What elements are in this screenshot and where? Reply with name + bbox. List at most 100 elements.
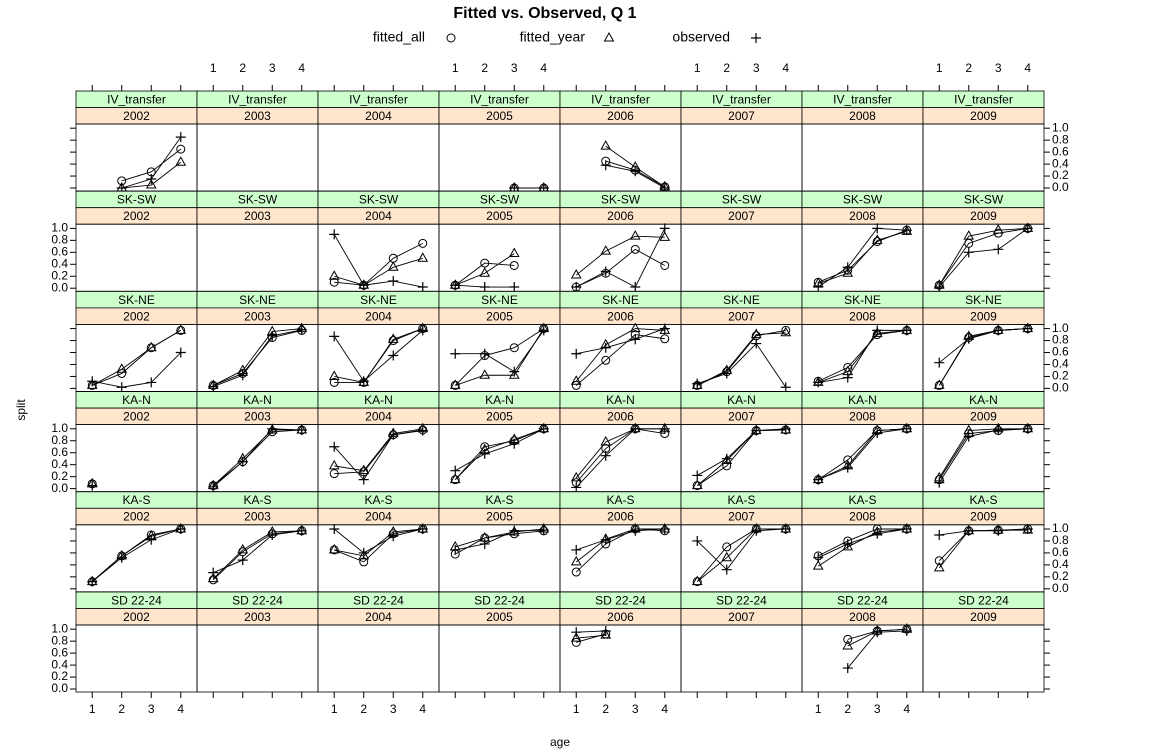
point-triangle <box>721 551 733 562</box>
x-tick-label: 3 <box>148 702 155 716</box>
point-plus <box>296 525 307 536</box>
series-line <box>939 528 1028 536</box>
series-line <box>938 529 1028 569</box>
point-plus <box>813 377 824 388</box>
point-triangle <box>145 341 157 352</box>
strip-region-label: SK-NE <box>965 293 1002 307</box>
y-tick-label: 1.0 <box>1052 521 1069 535</box>
point-triangle <box>417 252 429 262</box>
strip-year-label: 2008 <box>849 209 876 223</box>
strip-year-label: 2004 <box>365 410 392 424</box>
point-plus <box>842 538 853 549</box>
strip-region-label: SK-NE <box>723 293 760 307</box>
point-circle <box>509 343 519 353</box>
strip-year-label: 2005 <box>486 410 513 424</box>
strip-year-label: 2007 <box>728 109 755 123</box>
strip-year-label: 2008 <box>849 610 876 624</box>
panel-frame <box>196 624 319 693</box>
point-plus <box>630 525 641 536</box>
y-tick-label: 0.6 <box>1052 345 1069 359</box>
point-plus <box>479 448 490 459</box>
y-tick-label: 0.0 <box>1052 581 1069 595</box>
strip-region-label: KA-S <box>727 493 755 507</box>
point-plus <box>780 423 791 434</box>
point-plus <box>600 625 611 636</box>
panel-frame <box>438 424 561 493</box>
series-line <box>818 528 907 559</box>
strip-year-label: 2004 <box>365 109 392 123</box>
strip-year-label: 2007 <box>728 309 755 323</box>
strip-year-label: 2003 <box>244 209 271 223</box>
strip-region-label: IV_transfer <box>591 92 650 106</box>
strip-year-label: 2004 <box>365 610 392 624</box>
x-tick-label: 2 <box>723 61 730 75</box>
point-plus <box>630 334 641 345</box>
series-line <box>575 235 665 276</box>
chart-title: Fitted vs. Observed, Q 1 <box>453 5 636 22</box>
y-tick-label: 0.8 <box>51 633 68 647</box>
series-line <box>818 528 907 557</box>
point-circle <box>418 238 428 248</box>
point-plus <box>721 368 732 379</box>
point-plus <box>450 465 461 476</box>
point-plus <box>208 381 219 392</box>
series-line <box>938 227 1028 286</box>
point-circle <box>571 380 581 390</box>
point-plus <box>358 280 369 291</box>
point-plus <box>934 282 945 293</box>
series-line <box>818 329 907 383</box>
strip-year-label: 2006 <box>607 410 634 424</box>
y-tick-label: 0.6 <box>1052 545 1069 559</box>
strip-year-label: 2004 <box>365 209 392 223</box>
y-tick-label: 0.8 <box>1052 132 1069 146</box>
y-tick-label: 0.2 <box>51 669 68 683</box>
series-line <box>818 428 907 481</box>
point-plus <box>296 324 307 335</box>
x-tick-label: 1 <box>89 702 96 716</box>
strip-region-label: IV_transfer <box>228 92 287 106</box>
y-tick-label: 0.0 <box>51 280 68 294</box>
strip-year-label: 2009 <box>970 109 997 123</box>
panel-frame <box>75 223 198 292</box>
panel-frame <box>680 223 803 292</box>
point-plus <box>600 534 611 545</box>
strip-region-label: IV_transfer <box>712 92 771 106</box>
x-tick-label: 2 <box>118 702 125 716</box>
strip-region-label: SK-NE <box>118 293 155 307</box>
point-plus <box>813 282 824 293</box>
y-tick-label: 0.4 <box>51 457 68 471</box>
x-tick-label: 4 <box>177 702 184 716</box>
point-plus <box>538 525 549 536</box>
point-triangle <box>449 379 461 389</box>
y-tick-label: 0.6 <box>1052 144 1069 158</box>
point-plus <box>479 538 490 549</box>
point-plus <box>538 325 549 336</box>
strip-year-label: 2004 <box>365 510 392 524</box>
point-plus <box>659 223 670 234</box>
strip-region-label: SK-NE <box>239 293 276 307</box>
point-plus <box>993 325 1004 336</box>
point-plus <box>571 544 582 555</box>
series-line <box>938 528 1028 562</box>
panel-frame <box>317 424 440 493</box>
point-plus <box>509 525 520 536</box>
panel-frame <box>680 123 803 192</box>
y-tick-label: 0.8 <box>1052 533 1069 547</box>
point-plus <box>388 276 399 287</box>
point-plus <box>872 325 883 336</box>
series-line <box>213 329 302 388</box>
point-plus <box>1022 423 1033 434</box>
point-plus <box>659 423 670 434</box>
point-plus <box>538 423 549 434</box>
strip-region-label: SK-SW <box>601 193 641 207</box>
series-line <box>818 230 907 284</box>
panel-frame <box>438 123 561 192</box>
series-line <box>938 428 1028 479</box>
point-plus <box>842 262 853 273</box>
point-plus <box>934 529 945 540</box>
strip-region-label: SK-NE <box>602 293 639 307</box>
point-plus <box>963 333 974 344</box>
series-line <box>333 528 423 554</box>
point-plus <box>963 247 974 258</box>
series-line <box>938 328 1028 364</box>
